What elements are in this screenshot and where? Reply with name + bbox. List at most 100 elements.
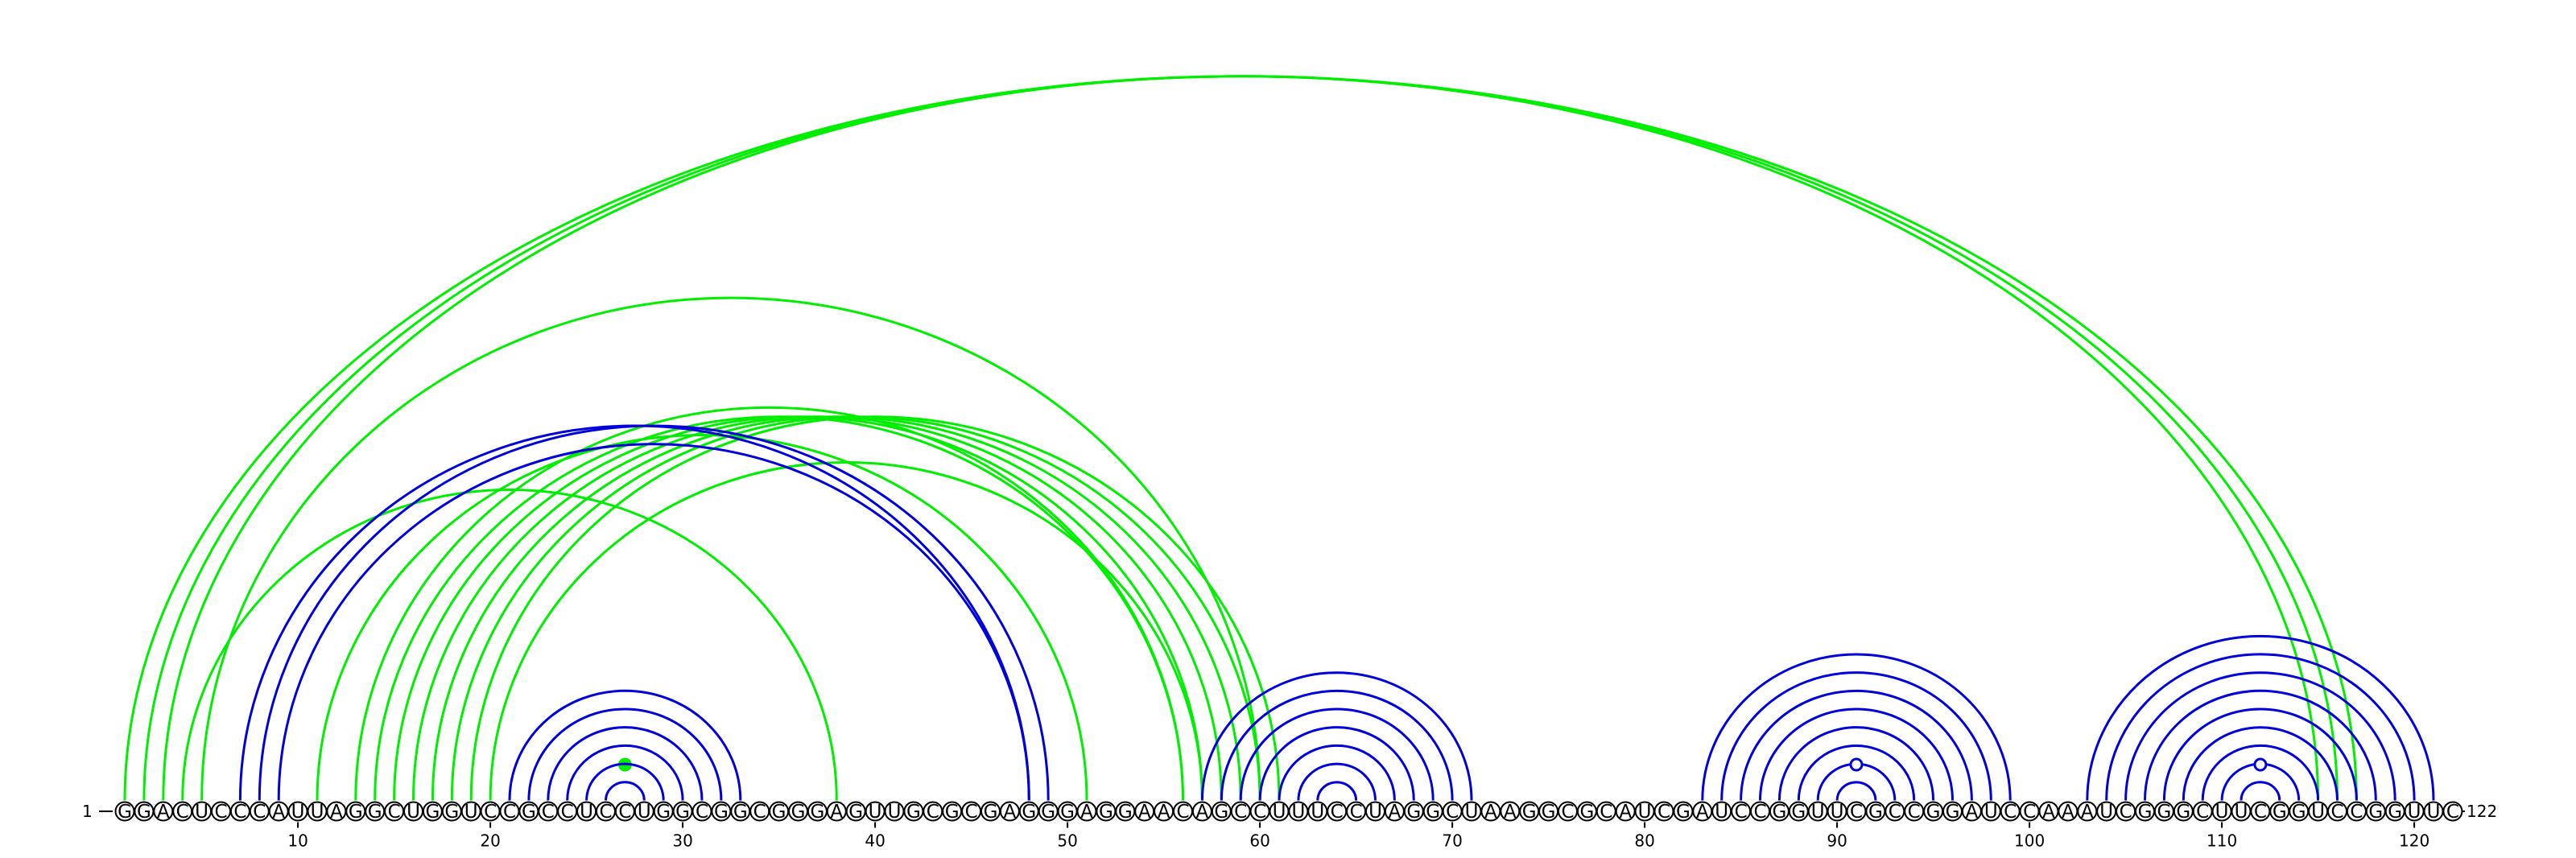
nucleotide-letter: G [772,802,786,823]
nucleotide-letter: U [869,802,882,823]
nucleotide: G [1788,801,1809,823]
nucleotide-letter: A [272,802,285,823]
green-base-pair-arc [200,296,1261,801]
nucleotide-letter: G [1118,802,1133,823]
blue-base-pair-arc [1220,689,1454,801]
tick-label: 90 [1827,831,1847,851]
nucleotide: G [672,801,693,823]
nucleotide-letter: A [1389,802,1402,823]
nucleotide-letter: U [1291,802,1305,823]
nucleotide-letter: G [1772,802,1786,823]
nucleotide: C [2346,801,2367,823]
nucleotide-letter: C [1735,802,1748,823]
nucleotide: A [1134,801,1155,823]
nucleotide-letter: G [1542,802,1556,823]
nucleotide-letter: G [848,802,863,823]
nucleotide: C [384,801,405,823]
nucleotide-letter: G [522,802,536,823]
nucleotide: C [538,801,559,823]
nucleotide: U [884,801,905,823]
nucleotide-letter: U [580,802,593,823]
nucleotide: U [1365,801,1385,823]
blue-base-pair-arc [1740,689,1973,801]
nucleotide: U [460,801,481,823]
nucleotide-letter: A [1504,802,1517,823]
nucleotide-letter: A [1696,802,1709,823]
blue-base-pair-loop-marker [1849,757,1864,772]
nucleotide: G [114,801,135,823]
nucleotide: C [2116,801,2136,823]
blue-base-pair-arc [1797,744,1916,801]
nucleotide: U [1711,801,1732,823]
nucleotide-letter: G [1926,802,1941,823]
nucleotide: G [518,801,539,823]
nucleotide: C [1731,801,1752,823]
nucleotide-letter: C [2120,802,2132,823]
nucleotide-letter: A [1619,802,1632,823]
nucleotide-letter: U [1368,802,1382,823]
nucleotide-letter: A [2081,802,2094,823]
nucleotide: A [1384,801,1405,823]
nucleotide: C [1230,801,1251,823]
nucleotide-letter: C [1657,802,1670,823]
nucleotide: C [1653,801,1674,823]
nucleotide-letter: U [888,802,902,823]
nucleotide: G [134,801,155,823]
nucleotide-circle [2442,801,2463,822]
nucleotide: A [2077,801,2098,823]
nucleotide: C [2019,801,2040,823]
nucleotide-letter: C [484,802,497,823]
nucleotide: G [1923,801,1944,823]
nucleotide-letter: C [696,802,708,823]
nucleotide: A [1076,801,1097,823]
tick-label: 40 [865,831,885,851]
nucleotide: C [749,801,770,823]
nucleotide-letter: C [561,802,574,823]
nucleotide-letter: C [2023,802,2036,823]
blue-base-pair-arc [1777,726,1935,801]
nucleotide-letter: A [830,802,843,823]
tick-label: 60 [1249,831,1269,851]
nucleotide: C [2000,801,2021,823]
nucleotide: G [845,801,866,823]
nucleotide-letter: C [1234,802,1247,823]
nucleotide-letter: G [810,802,824,823]
nucleotide: U [1307,801,1328,823]
blue-base-pair-arc [547,726,704,801]
nucleotide-letter: C [1350,802,1363,823]
tick-label: 110 [2207,831,2237,851]
nucleotide: G [653,801,674,823]
nucleotide-letter: G [1946,802,1960,823]
nucleotide-letter: C [1331,802,1344,823]
nucleotide-letter: C [542,802,555,823]
blue-base-pair-arc [605,781,646,801]
nucleotide: G [980,801,1001,823]
nucleotide: U [1288,801,1309,823]
nucleotide: G [2365,801,2386,823]
nucleotide-letter: G [733,802,748,823]
nucleotide-letter: U [1831,802,1844,823]
blue-base-pair-arc [1701,653,2012,801]
nucleotide-letter: U [1984,802,1998,823]
nucleotide: C [1442,801,1463,823]
nucleotide-letter: G [1060,802,1075,823]
nucleotide: U [403,801,423,823]
nucleotide: G [769,801,790,823]
nucleotide: A [268,801,289,823]
nucleotide: U [1269,801,1290,823]
nucleotide-letter: C [1561,802,1574,823]
nucleotide: G [1403,801,1424,823]
tick-label: 120 [2399,831,2429,851]
nucleotide-letter: G [1041,802,1055,823]
nucleotide-letter: C [503,802,516,823]
blue-base-pair-arc [1278,744,1396,801]
green-base-pair-arc [142,75,2339,801]
nucleotide: C [691,801,712,823]
nucleotide: C [2327,801,2347,823]
nucleotide: G [1096,801,1117,823]
nucleotide: C [1249,801,1270,823]
nucleotide-letter: A [1966,802,1979,823]
nucleotide-letter: C [965,802,978,823]
